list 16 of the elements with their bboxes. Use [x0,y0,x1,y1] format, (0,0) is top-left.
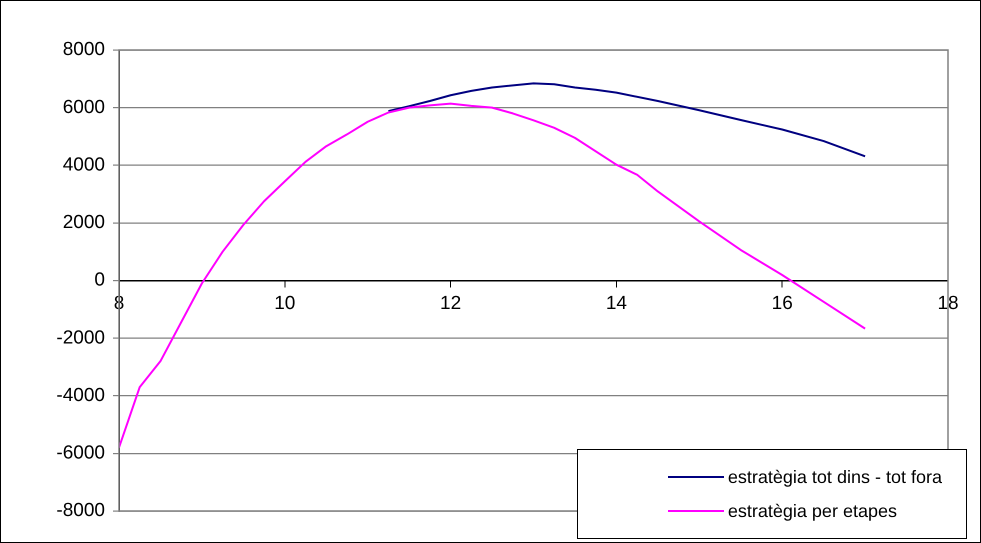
x-tick-label: 14 [606,293,628,314]
y-tick-label: 0 [94,270,105,291]
x-tick-label: 10 [274,293,296,314]
x-tick-label: 16 [772,293,793,314]
x-tick-label: 12 [440,293,462,314]
y-tick-label: -2000 [56,327,105,348]
y-tick-label: 4000 [62,154,105,176]
y-tick-label: -4000 [56,384,105,406]
legend-label: estratègia per etapes [728,500,897,522]
y-tick-label: -8000 [56,500,105,522]
y-tick-label: 8000 [62,39,105,60]
legend-label: estratègia tot dins - tot fora [728,466,942,488]
y-tick-label: -6000 [56,442,105,464]
x-tick-label: 18 [937,293,959,314]
y-tick-label: 2000 [62,212,105,234]
y-tick-label: 6000 [62,96,105,118]
